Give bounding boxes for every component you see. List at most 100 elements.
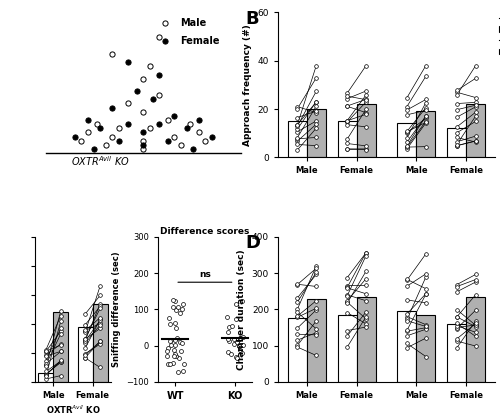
Point — [96, 338, 104, 344]
Point — [134, 88, 141, 94]
Point — [472, 75, 480, 82]
Point — [312, 317, 320, 324]
Point — [452, 100, 460, 107]
Point — [81, 327, 89, 334]
Point — [235, 343, 243, 349]
Point — [294, 122, 302, 128]
Bar — [466, 104, 485, 157]
Bar — [416, 111, 436, 157]
Point — [42, 373, 50, 380]
Point — [312, 330, 320, 336]
Point — [452, 313, 460, 320]
Point — [452, 134, 460, 141]
Point — [81, 352, 89, 359]
Point — [155, 34, 163, 41]
Point — [57, 357, 65, 364]
Point — [96, 338, 104, 344]
Point — [171, 337, 179, 344]
Point — [42, 376, 50, 382]
Point — [294, 295, 302, 301]
Point — [81, 327, 89, 334]
Point — [42, 353, 50, 359]
Point — [96, 341, 104, 347]
Point — [294, 114, 302, 121]
Point — [42, 368, 50, 375]
Point — [452, 306, 460, 313]
Point — [230, 336, 237, 342]
Point — [42, 347, 50, 353]
Point — [422, 107, 430, 114]
Point — [164, 137, 172, 144]
Point — [140, 137, 147, 144]
Point — [57, 341, 65, 347]
Bar — [448, 324, 466, 382]
Point — [202, 137, 209, 144]
Point — [294, 103, 302, 110]
Point — [452, 325, 460, 332]
Point — [172, 352, 180, 359]
Point — [294, 126, 302, 132]
Point — [403, 317, 411, 324]
Point — [81, 329, 89, 335]
Point — [472, 323, 480, 330]
Point — [166, 321, 174, 327]
Point — [294, 306, 302, 312]
Point — [422, 271, 430, 277]
Point — [343, 117, 351, 124]
Point — [362, 62, 370, 69]
Point — [343, 103, 351, 110]
Point — [312, 271, 320, 278]
Point — [175, 355, 183, 361]
Point — [343, 117, 351, 124]
Point — [312, 265, 320, 271]
Point — [452, 106, 460, 113]
Point — [362, 109, 370, 116]
Bar — [416, 315, 436, 382]
Point — [124, 121, 132, 127]
Point — [239, 342, 247, 349]
Point — [176, 339, 184, 345]
Point — [452, 142, 460, 149]
Point — [42, 372, 50, 378]
Point — [452, 283, 460, 290]
Point — [452, 92, 460, 98]
Point — [93, 121, 101, 127]
Point — [452, 322, 460, 329]
Point — [343, 121, 351, 128]
Point — [343, 146, 351, 152]
Point — [222, 314, 230, 321]
Point — [232, 316, 240, 322]
Point — [472, 94, 480, 101]
Point — [294, 342, 302, 349]
Point — [172, 324, 180, 331]
Point — [312, 125, 320, 132]
Point — [96, 322, 104, 328]
Point — [238, 334, 246, 340]
Bar — [92, 304, 108, 382]
Point — [72, 133, 80, 140]
Point — [403, 139, 411, 145]
Point — [172, 307, 179, 313]
Point — [183, 125, 191, 132]
Point — [403, 276, 411, 283]
Point — [422, 335, 430, 342]
Point — [81, 336, 89, 342]
Point — [362, 146, 370, 153]
Point — [472, 99, 480, 106]
Point — [294, 299, 302, 305]
Point — [403, 129, 411, 136]
Bar — [338, 315, 356, 382]
Point — [174, 303, 182, 310]
Text: OXTR$^{Avil}$ KO: OXTR$^{Avil}$ KO — [70, 154, 130, 168]
Point — [403, 328, 411, 334]
Point — [81, 338, 89, 344]
Point — [362, 316, 370, 322]
Point — [343, 95, 351, 102]
Point — [312, 307, 320, 313]
Point — [234, 337, 242, 344]
Point — [362, 313, 370, 320]
Point — [294, 314, 302, 321]
Point — [42, 357, 50, 364]
Point — [171, 298, 179, 304]
Point — [472, 317, 480, 324]
